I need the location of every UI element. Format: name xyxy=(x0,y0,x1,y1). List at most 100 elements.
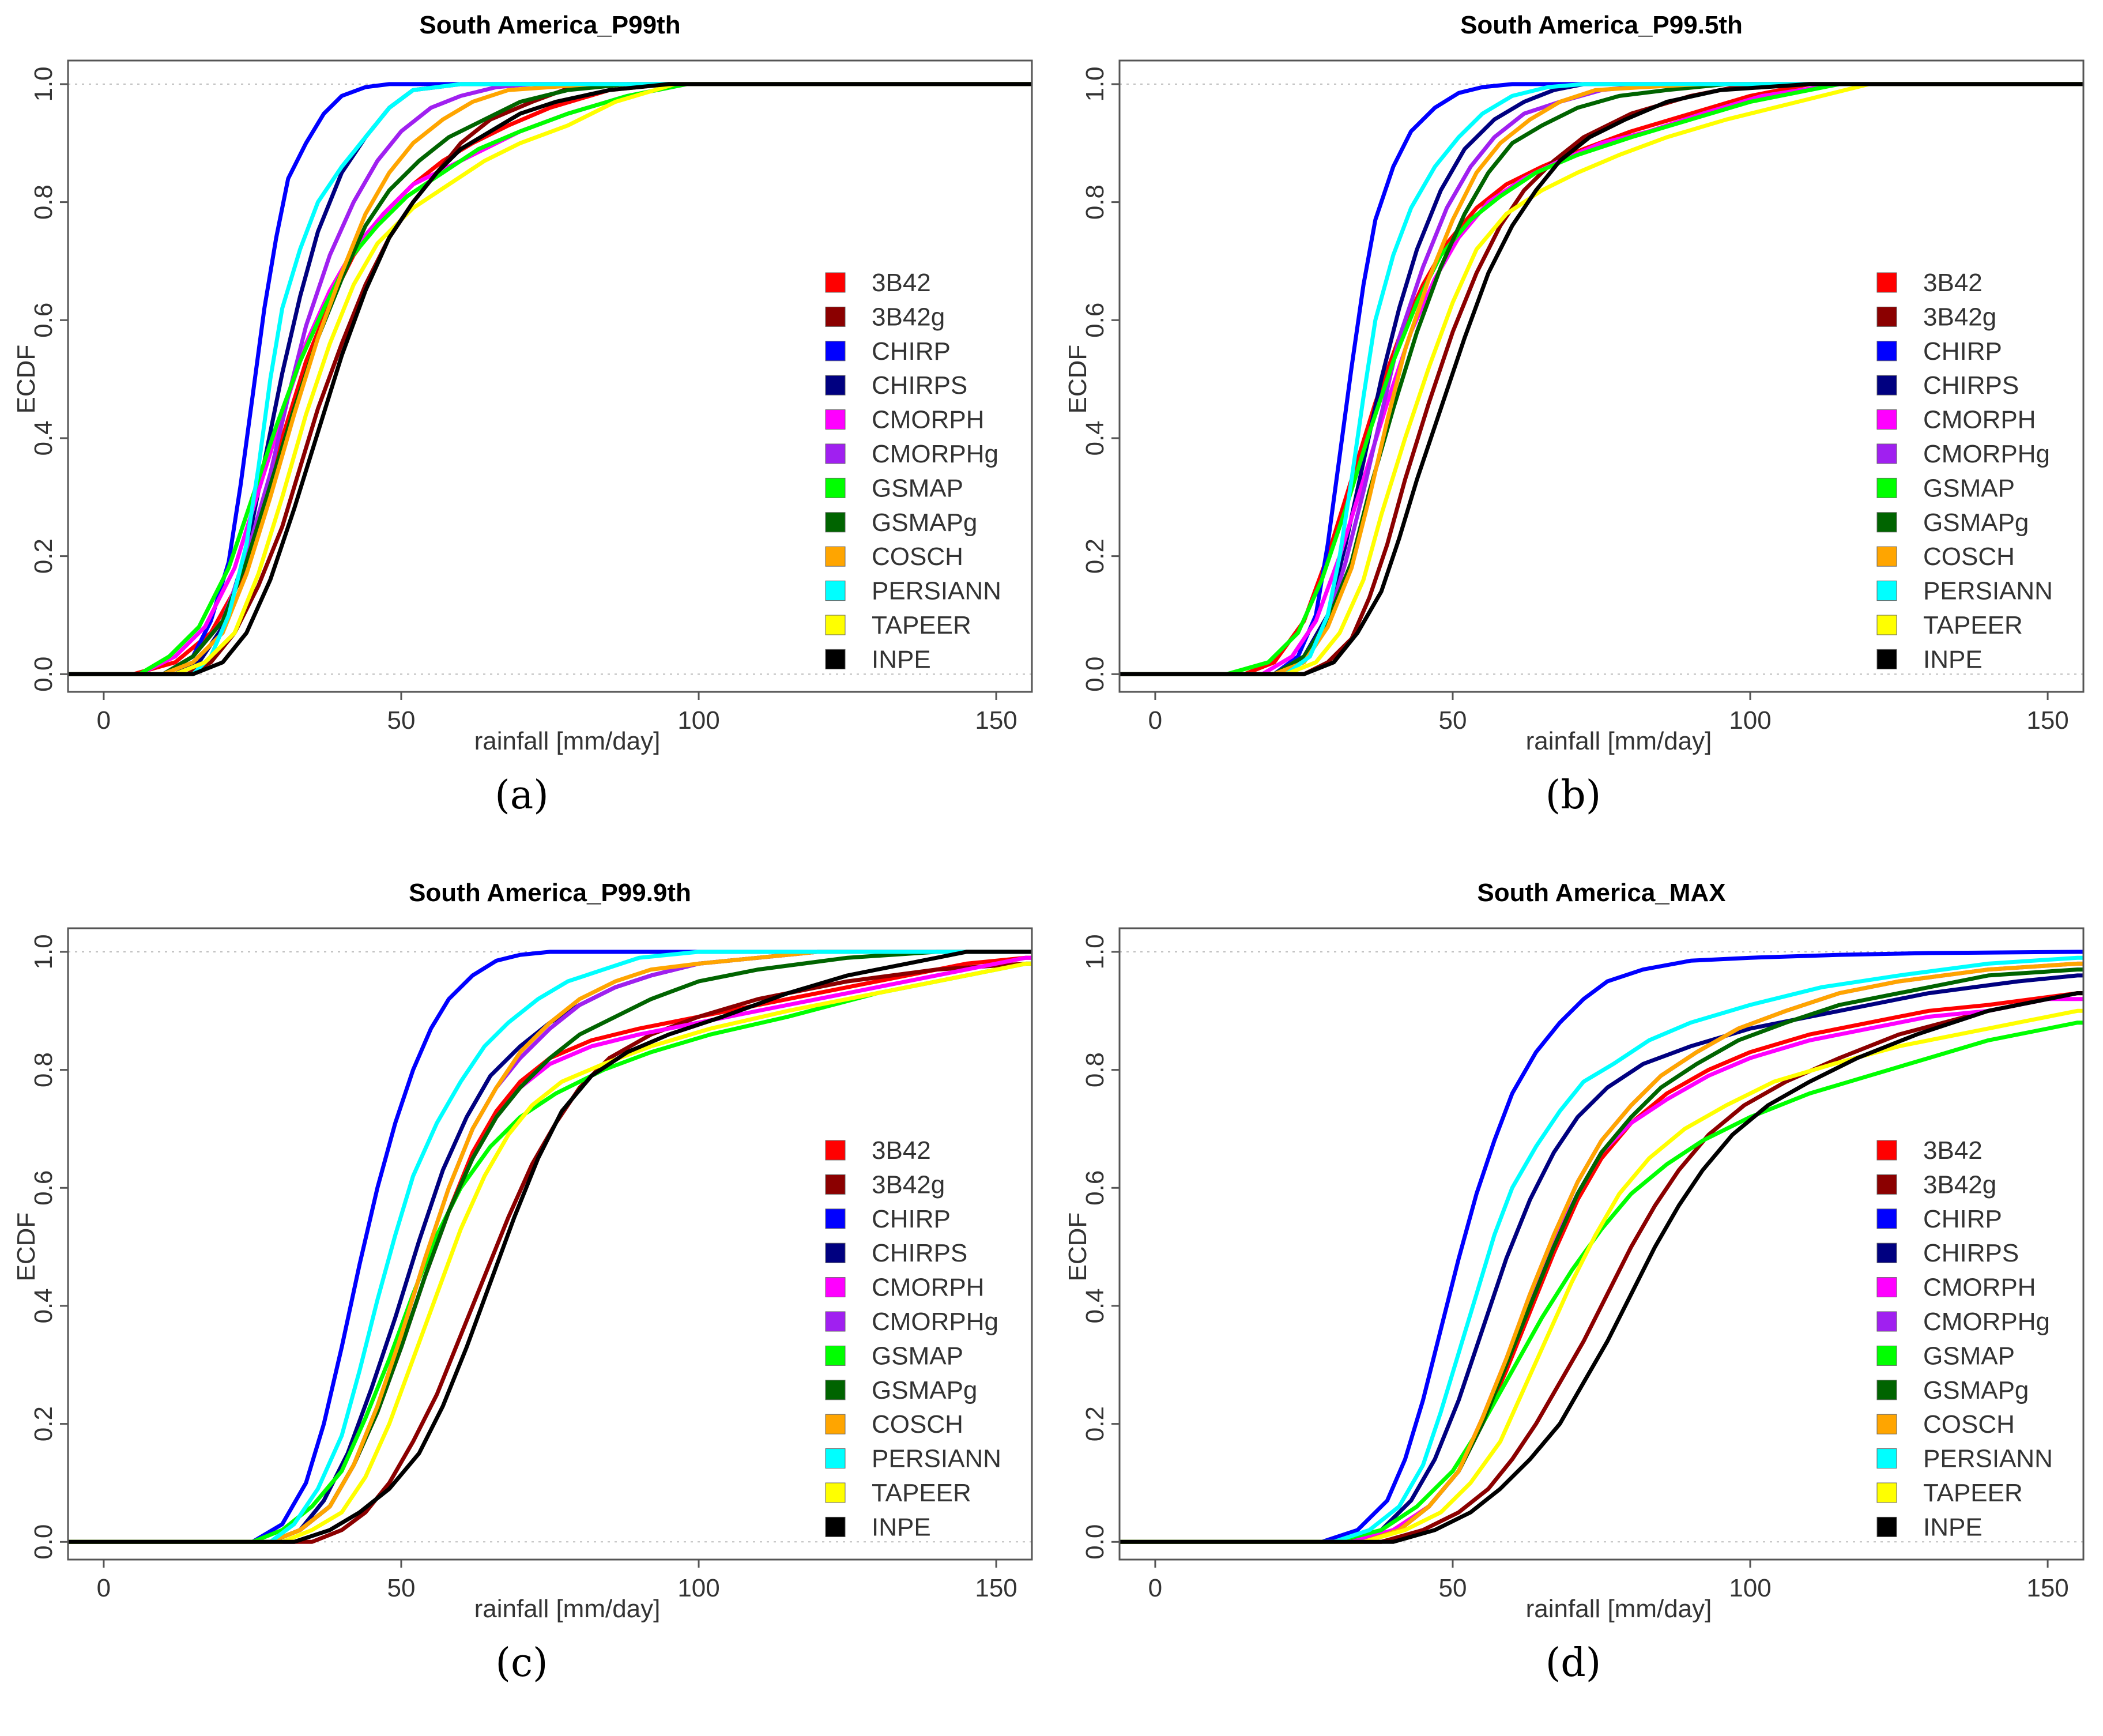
plot-frame xyxy=(1118,59,2085,693)
legend-swatch xyxy=(1876,649,1897,669)
legend-label: 3B42g xyxy=(872,1170,945,1199)
series-line-tapeer xyxy=(68,961,1032,1544)
y-axis-label: ECDF xyxy=(12,345,40,414)
y-tick-label: 0.8 xyxy=(1081,184,1109,220)
legend-label: TAPEER xyxy=(872,611,971,639)
legend-swatch xyxy=(825,615,846,635)
x-tick-label: 50 xyxy=(387,1574,415,1602)
legend-swatch xyxy=(825,409,846,430)
legend-label: CMORPH xyxy=(872,406,985,434)
y-tick-label: 1.0 xyxy=(29,66,58,101)
legend-swatch xyxy=(1876,1208,1897,1229)
legend-swatch xyxy=(825,546,846,567)
series-line-chirps xyxy=(1120,973,2083,1544)
chart-title: South America_P99.9th xyxy=(409,879,691,907)
x-tick-label: 50 xyxy=(387,706,415,735)
series-line-persiann xyxy=(1120,955,2083,1544)
legend-swatch xyxy=(1876,443,1897,464)
legend-label: GSMAPg xyxy=(872,1376,977,1404)
x-axis-label: rainfall [mm/day] xyxy=(474,1595,661,1623)
series-line-inpe xyxy=(1120,991,2083,1544)
series-line-chirp xyxy=(1120,950,2083,1544)
legend-label: INPE xyxy=(1923,645,1983,673)
series-line-chirp xyxy=(68,82,1032,676)
y-tick-label: 0.4 xyxy=(29,420,58,455)
series-line-persiann xyxy=(1120,82,2083,676)
series-line-inpe xyxy=(1120,82,2083,676)
x-tick-label: 50 xyxy=(1438,706,1467,735)
legend-label: CHIRPS xyxy=(872,371,967,400)
legend-label: GSMAPg xyxy=(1923,1376,2029,1404)
series-line-persiann xyxy=(68,950,1032,1544)
legend-swatch xyxy=(825,1242,846,1263)
series-line-persiann xyxy=(68,82,1032,676)
legend-label: CMORPH xyxy=(1923,1274,2036,1302)
legend-swatch xyxy=(825,272,846,293)
y-tick-label: 0.0 xyxy=(29,657,58,692)
legend-label: GSMAPg xyxy=(1923,509,2029,537)
y-tick-label: 0.0 xyxy=(1081,1524,1109,1560)
legend-label: COSCH xyxy=(1923,1410,2015,1438)
legend-swatch xyxy=(1876,1174,1897,1195)
legend-label: CHIRP xyxy=(1923,1205,2002,1233)
legend-label: INPE xyxy=(1923,1513,1983,1541)
series-line-tapeer xyxy=(68,82,1032,676)
chart-b: South America_P99.5th 0 50 100 150 rainfall [… xyxy=(1064,11,2085,755)
legend-swatch xyxy=(1876,1516,1897,1537)
x-tick-label: 0 xyxy=(97,1574,111,1602)
y-tick-label: 0.2 xyxy=(1081,539,1109,574)
y-tick-label: 0.6 xyxy=(1081,303,1109,338)
y-tick-label: 0.0 xyxy=(1081,657,1109,692)
series-line-gsmap xyxy=(1120,82,2083,676)
x-tick-label: 0 xyxy=(97,706,111,735)
series-line-gsmap xyxy=(1120,1020,2083,1544)
legend-swatch xyxy=(1876,1277,1897,1298)
x-tick-label: 150 xyxy=(2026,1574,2068,1602)
legend-swatch xyxy=(1876,341,1897,361)
x-tick-label: 150 xyxy=(975,1574,1017,1602)
legend-swatch xyxy=(1876,546,1897,567)
y-tick-label: 1.0 xyxy=(1081,934,1109,969)
legend-label: CHIRPS xyxy=(1923,1239,2019,1267)
y-tick-label: 0.4 xyxy=(29,1288,58,1323)
legend-swatch xyxy=(1876,512,1897,533)
chart-title: South America_P99th xyxy=(419,11,680,39)
legend-swatch xyxy=(1876,375,1897,396)
x-axis-label: rainfall [mm/day] xyxy=(1526,1595,1712,1623)
legend-swatch xyxy=(1876,1448,1897,1469)
legend-swatch xyxy=(1876,1380,1897,1400)
caption-a: (a) xyxy=(495,773,549,818)
y-tick-label: 0.8 xyxy=(1081,1052,1109,1087)
x-tick-label: 150 xyxy=(2026,706,2068,735)
legend-label: CHIRP xyxy=(872,1205,951,1233)
y-axis-label: ECDF xyxy=(1064,345,1092,414)
legend-label: GSMAPg xyxy=(872,509,977,537)
legend-label: CHIRP xyxy=(872,337,951,366)
legend-swatch xyxy=(825,1414,846,1434)
y-tick-label: 0.6 xyxy=(29,303,58,338)
legend-label: COSCH xyxy=(872,1410,963,1438)
legend-label: TAPEER xyxy=(1923,1479,2023,1507)
legend-label: PERSIANN xyxy=(1923,1445,2053,1473)
legend-label: GSMAP xyxy=(872,474,963,502)
legend-label: COSCH xyxy=(872,543,963,571)
legend-swatch xyxy=(1876,409,1897,430)
legend-label: COSCH xyxy=(1923,543,2015,571)
x-axis-label: rainfall [mm/day] xyxy=(474,727,661,755)
chart-a: South America_P99th 0 50 100 150 rainfall [mm… xyxy=(12,11,1033,755)
series-line-cosch xyxy=(68,950,1032,1544)
legend-swatch xyxy=(825,1448,846,1469)
legend-swatch xyxy=(825,1174,846,1195)
legend-label: CMORPH xyxy=(872,1274,985,1302)
legend-swatch xyxy=(825,306,846,327)
x-tick-label: 150 xyxy=(975,706,1017,735)
plot-frame xyxy=(67,59,1033,693)
legend-swatch xyxy=(825,512,846,533)
series-line-cosch xyxy=(1120,82,2083,676)
legend-label: 3B42g xyxy=(1923,1170,1996,1199)
x-tick-label: 50 xyxy=(1438,1574,1467,1602)
legend-swatch xyxy=(1876,1482,1897,1503)
legend-label: CMORPHg xyxy=(872,440,998,468)
y-tick-label: 0.2 xyxy=(29,1406,58,1441)
legend-label: CMORPHg xyxy=(1923,440,2050,468)
